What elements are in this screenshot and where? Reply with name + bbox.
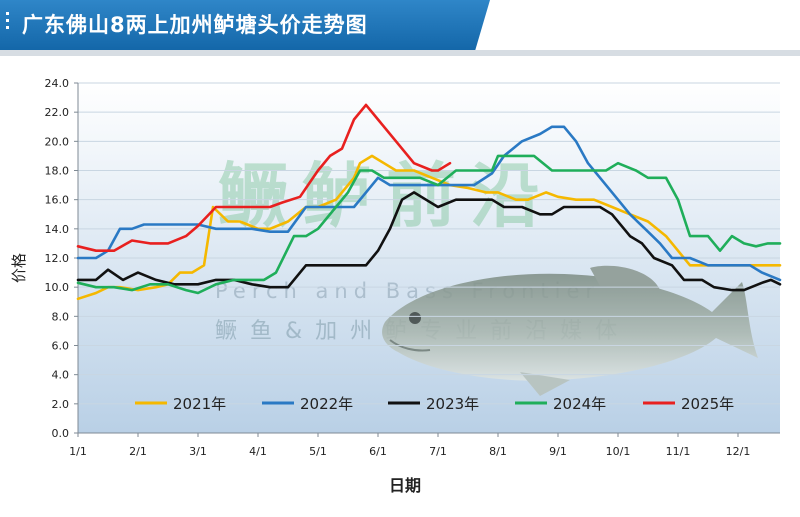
y-tick-label: 14.0 [45, 223, 70, 236]
banner-dots-icon [6, 12, 10, 33]
series-line-3 [76, 154, 782, 295]
x-axis-ticks: 1/1 2/1 3/1 4/1 5/1 6/1 7/1 8/1 9/1 10/1 11/1 12/1 [69, 433, 750, 458]
x-tick-label: 12/1 [726, 445, 751, 458]
x-tick-label: 10/1 [606, 445, 631, 458]
bass-fish-icon [382, 265, 758, 396]
legend-label: 2023年 [426, 395, 479, 413]
x-tick-label: 3/1 [189, 445, 207, 458]
y-tick-label: 6.0 [52, 340, 70, 353]
x-tick-label: 11/1 [666, 445, 691, 458]
y-tick-label: 2.0 [52, 398, 70, 411]
series-lines [76, 103, 782, 301]
y-tick-label: 24.0 [45, 77, 70, 90]
y-axis-label: 价格 [10, 253, 28, 283]
chart-title: 广东佛山8两上加州鲈塘头价走势图 [22, 13, 368, 37]
y-tick-label: 22.0 [45, 106, 70, 119]
x-tick-label: 2/1 [129, 445, 147, 458]
x-tick-label: 8/1 [489, 445, 507, 458]
series-line-0 [76, 154, 782, 301]
x-tick-label: 9/1 [549, 445, 567, 458]
x-axis-label: 日期 [389, 476, 421, 495]
x-tick-label: 6/1 [369, 445, 387, 458]
title-divider [0, 50, 800, 56]
gridlines [78, 82, 780, 405]
y-tick-label: 10.0 [45, 281, 70, 294]
y-tick-label: 20.0 [45, 135, 70, 148]
y-tick-label: 18.0 [45, 165, 70, 178]
legend-label: 2021年 [173, 395, 226, 413]
y-tick-label: 16.0 [45, 194, 70, 207]
series-line-2 [76, 191, 782, 292]
y-axis-ticks: 0.0 2.0 4.0 6.0 8.0 10.0 12.0 14.0 16.0 18.0 20.0 2… [45, 77, 78, 440]
y-tick-label: 0.0 [52, 427, 70, 440]
watermark-main-text: 鳜鲈前沿 [218, 155, 554, 237]
legend-label: 2025年 [681, 395, 734, 413]
y-tick-label: 8.0 [52, 310, 70, 323]
x-tick-label: 4/1 [249, 445, 267, 458]
y-tick-label: 12.0 [45, 252, 70, 265]
x-tick-label: 5/1 [309, 445, 327, 458]
title-banner: 广东佛山8两上加州鲈塘头价走势图 [0, 0, 490, 50]
series-line-4 [76, 103, 452, 252]
x-tick-label: 7/1 [429, 445, 447, 458]
y-tick-label: 4.0 [52, 369, 70, 382]
legend-label: 2024年 [553, 395, 606, 413]
legend-label: 2022年 [300, 395, 353, 413]
legend: 2021年 2022年 2023年 2024年 2025年 [135, 395, 734, 413]
x-tick-label: 1/1 [69, 445, 87, 458]
